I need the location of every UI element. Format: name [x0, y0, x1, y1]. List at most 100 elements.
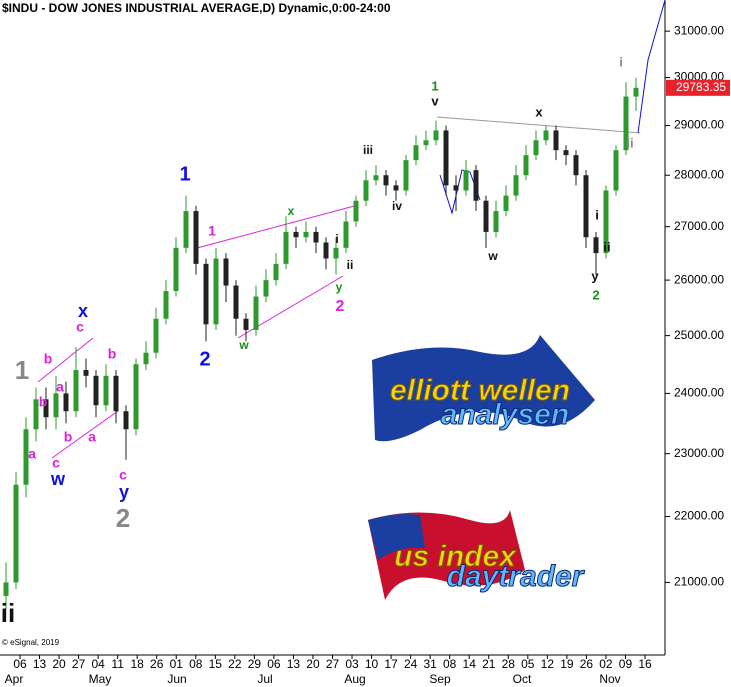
- x-tick-label: 06: [267, 657, 281, 671]
- last-price-box: [666, 79, 730, 96]
- x-tick-label: 08: [189, 657, 203, 671]
- x-tick-label: 20: [52, 657, 66, 671]
- y-tick-label: 25000.00: [674, 328, 724, 342]
- candle-body: [183, 211, 189, 248]
- candle-body: [503, 195, 509, 212]
- x-tick-label: 17: [384, 657, 398, 671]
- candle-body: [633, 87, 639, 97]
- wave-label: ii: [347, 258, 354, 272]
- last-price-label: 29783.35: [676, 80, 726, 94]
- candle-body: [243, 318, 249, 330]
- candle-body: [583, 175, 589, 238]
- candle-body: [493, 211, 499, 232]
- candle-body: [293, 231, 299, 238]
- month-label: Jun: [167, 672, 186, 686]
- wave-label: a: [88, 429, 96, 445]
- channel-line: [196, 204, 359, 249]
- candle-body: [263, 280, 269, 297]
- x-tick-label: 26: [580, 657, 594, 671]
- candle-body: [523, 155, 529, 176]
- month-label: Aug: [344, 672, 365, 686]
- x-tick-label: 26: [150, 657, 164, 671]
- wave-label: y: [591, 268, 599, 283]
- candle-body: [623, 96, 629, 151]
- candle-body: [533, 140, 539, 156]
- candle-body: [3, 582, 9, 596]
- candle-body: [363, 180, 369, 201]
- candle-body: [323, 242, 329, 259]
- wave-label: x: [288, 204, 295, 218]
- y-tick-label: 21000.00: [674, 575, 724, 589]
- candle-body: [273, 263, 279, 281]
- logo-elliott: elliott wellen analysen: [372, 335, 595, 442]
- wave-line: [637, 0, 666, 134]
- wave-label: w: [50, 469, 66, 489]
- candle-body: [13, 484, 19, 583]
- wave-label: b: [39, 394, 48, 410]
- x-tick-label: 13: [287, 657, 301, 671]
- wave-label: b: [108, 346, 117, 362]
- candle-body: [463, 170, 469, 191]
- month-label: Jul: [257, 672, 272, 686]
- wave-label: v: [431, 93, 439, 108]
- wave-label: x: [535, 104, 543, 119]
- x-tick-label: 15: [209, 657, 223, 671]
- month-label: May: [89, 672, 112, 686]
- wave-label: ii: [1, 598, 15, 628]
- candle-body: [53, 393, 59, 418]
- candle-body: [553, 130, 559, 151]
- x-tick-label: 02: [599, 657, 613, 671]
- candle-body: [373, 175, 379, 181]
- x-tick-label: 06: [13, 657, 27, 671]
- month-label: Sep: [429, 672, 451, 686]
- y-tick-label: 31000.00: [674, 23, 724, 37]
- wave-label: iii: [363, 143, 373, 157]
- month-label: Apr: [5, 672, 24, 686]
- candle-body: [253, 296, 259, 330]
- wave-label: i: [595, 207, 599, 222]
- candle-body: [393, 185, 399, 191]
- candle-body: [103, 375, 109, 406]
- x-tick-label: 11: [111, 657, 124, 671]
- wave-label: 1: [15, 355, 29, 385]
- x-tick-label: 05: [521, 657, 535, 671]
- wave-label: 1: [208, 223, 216, 239]
- wave-label: c: [119, 467, 127, 483]
- wave-label: c: [52, 455, 60, 471]
- candle-body: [483, 200, 489, 232]
- candle-body: [163, 291, 169, 319]
- wave-label: w: [487, 249, 498, 263]
- wave-label: c: [76, 319, 84, 335]
- candle-body: [343, 221, 349, 248]
- x-tick-label: 31: [423, 657, 437, 671]
- candle-body: [33, 399, 39, 430]
- channel-line: [51, 410, 119, 459]
- x-tick-label: 22: [228, 657, 242, 671]
- candle-body: [173, 247, 179, 292]
- wave-label: 2: [336, 298, 345, 315]
- x-tick-label: 27: [326, 657, 340, 671]
- candles: [3, 77, 639, 610]
- wave-label: y: [336, 280, 343, 294]
- month-label: Oct: [513, 672, 532, 686]
- x-tick-label: 19: [560, 657, 574, 671]
- y-tick-label: 26000.00: [674, 272, 724, 286]
- y-tick-label: 29000.00: [674, 118, 724, 132]
- x-tick-label: 16: [638, 657, 652, 671]
- wave-label: ii: [603, 239, 610, 254]
- channel-line: [37, 337, 94, 383]
- candle-body: [513, 175, 519, 196]
- month-label: Nov: [599, 672, 620, 686]
- candle-body: [123, 411, 129, 430]
- candle-body: [23, 429, 29, 485]
- flag-shape: [372, 335, 595, 442]
- wave-label: 2: [199, 348, 210, 370]
- wave-label: 1: [179, 163, 190, 185]
- candle-body: [133, 364, 139, 430]
- candle-body: [383, 175, 389, 186]
- y-tick-label: 27000.00: [674, 219, 724, 233]
- candle-body: [283, 231, 289, 264]
- y-tick-label: 23000.00: [674, 446, 724, 460]
